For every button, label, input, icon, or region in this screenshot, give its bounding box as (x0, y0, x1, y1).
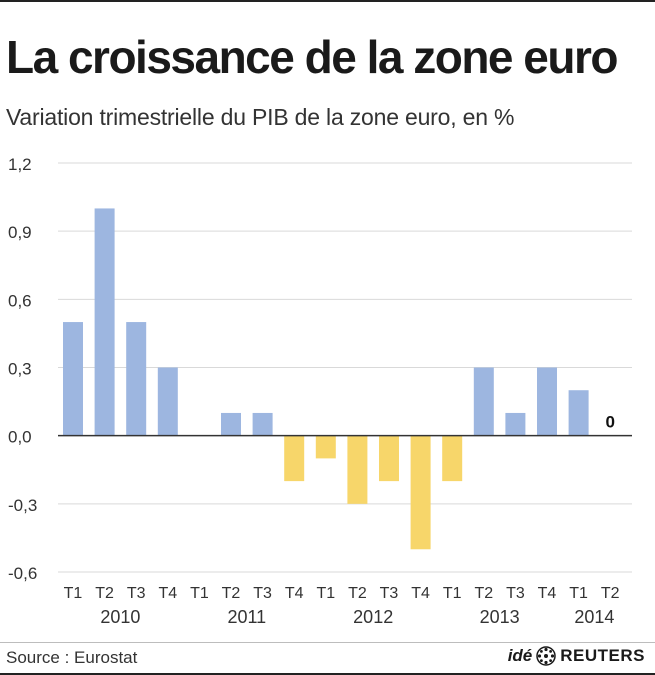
bar (252, 412, 273, 436)
bar-chart: 1,2 0,9 0,6 0,3 0,0 -0,3 -0,6 0 T1 T2 T3 T4 T1 T2 T3 T4… (8, 155, 632, 627)
bar (442, 435, 463, 482)
year-label: 2012 (353, 607, 393, 627)
x-tick-label: T1 (190, 585, 209, 602)
brand-name: REUTERS (560, 646, 645, 665)
bar (63, 322, 83, 436)
x-tick-label: T2 (348, 585, 367, 602)
bar (221, 412, 241, 436)
y-tick-label: 0,3 (8, 360, 32, 379)
x-tick-label: T4 (285, 585, 304, 602)
x-tick-label: T3 (127, 585, 146, 602)
x-tick-label: T1 (443, 585, 462, 602)
year-label: 2010 (100, 607, 140, 627)
x-tick-label: T3 (380, 585, 399, 602)
bar (347, 435, 368, 504)
bar (537, 367, 557, 436)
bar (315, 435, 336, 459)
x-tick-label: T3 (253, 585, 272, 602)
x-tick-label: T4 (158, 585, 177, 602)
brand-prefix: idé (507, 646, 533, 665)
y-tick-label: 1,2 (8, 155, 32, 174)
bar (157, 367, 178, 436)
x-tick-label: T1 (569, 585, 588, 602)
reuters-logo: idé REUTERS (508, 646, 645, 666)
y-tick-label: -0,6 (8, 564, 37, 583)
year-label: 2014 (574, 607, 614, 627)
bar (379, 435, 399, 482)
footer-divider (0, 642, 655, 643)
data-label: 0 (605, 413, 614, 432)
y-tick-label: 0,0 (8, 428, 32, 447)
reuters-dots-icon (536, 646, 557, 666)
chart-title: La croissance de la zone euro (6, 31, 618, 83)
x-tick-label: T1 (316, 585, 335, 602)
source-note: Source : Eurostat (6, 648, 138, 667)
year-label: 2011 (227, 607, 266, 627)
bar (284, 435, 305, 482)
x-tick-label: T4 (538, 585, 557, 602)
y-tick-label: 0,9 (8, 223, 32, 242)
x-tick-label: T2 (95, 585, 114, 602)
year-label: 2013 (480, 607, 520, 627)
bar (94, 208, 115, 436)
y-tick-label: 0,6 (8, 291, 32, 310)
bar (410, 435, 431, 550)
y-tick-label: -0,3 (8, 496, 37, 515)
bar (505, 412, 526, 436)
x-tick-label: T2 (222, 585, 241, 602)
chart-subtitle: Variation trimestrielle du PIB de la zon… (6, 104, 515, 130)
x-tick-label: T4 (411, 585, 430, 602)
x-tick-label: T1 (64, 585, 83, 602)
x-tick-label: T2 (474, 585, 493, 602)
bar (126, 322, 147, 436)
x-tick-label: T3 (506, 585, 525, 602)
bar (568, 390, 589, 436)
x-tick-label: T2 (601, 585, 620, 602)
bar (473, 367, 494, 436)
